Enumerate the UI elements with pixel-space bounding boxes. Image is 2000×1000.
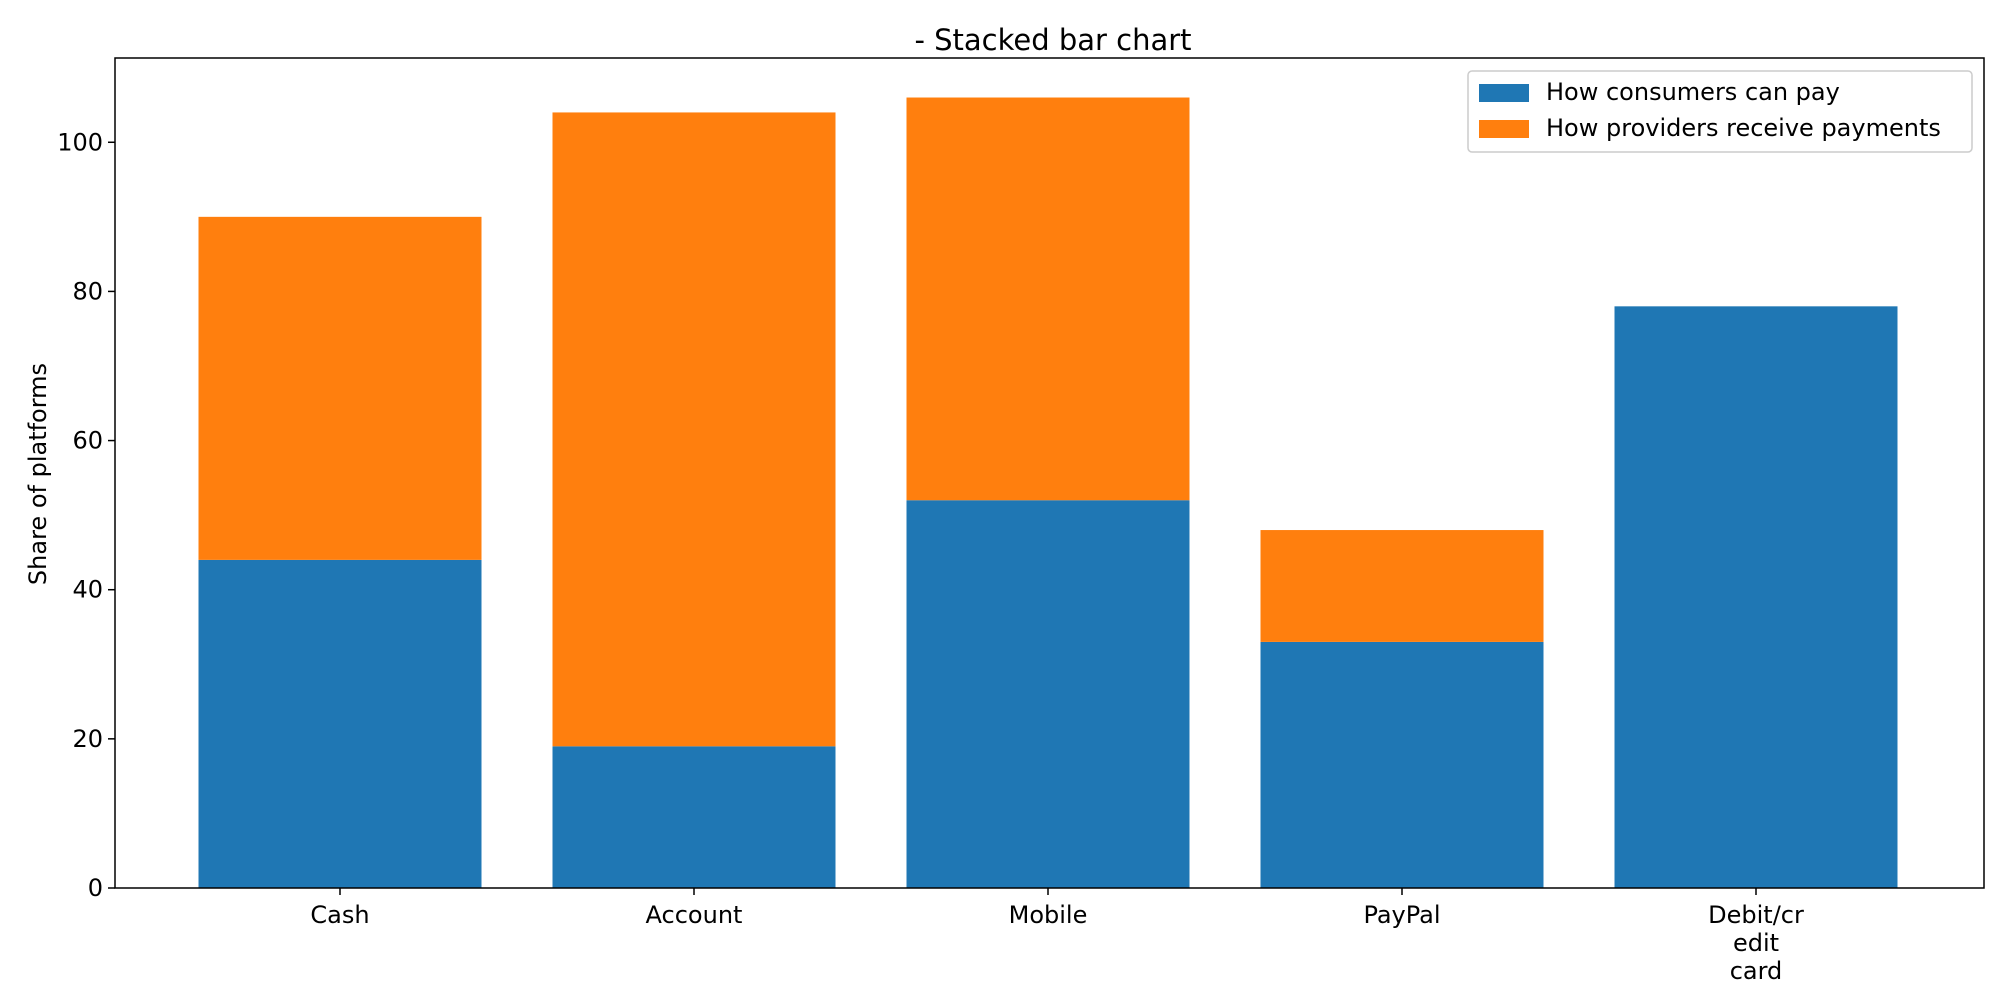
bar-series-0-3	[1260, 641, 1544, 888]
bar-series-1-3	[1260, 530, 1544, 642]
legend-swatch-1	[1479, 120, 1529, 138]
bar-series-1-1	[552, 112, 836, 747]
bar-series-0-1	[552, 746, 836, 888]
plot-frame	[114, 57, 1985, 889]
y-tick-label-0: 0	[88, 874, 103, 902]
y-tick-label-1: 20	[72, 725, 103, 753]
x-tick-label-3: PayPal	[1363, 901, 1440, 929]
chart-title: - Stacked bar chart	[914, 23, 1191, 57]
bar-series-0-2	[906, 500, 1190, 888]
x-tick-label-2: Mobile	[1009, 901, 1088, 929]
bar-series-0-0	[198, 559, 482, 888]
x-tick-label-4: Debit/cr edit card	[1708, 901, 1804, 985]
legend-swatch-0	[1479, 84, 1529, 102]
bar-series-1-2	[906, 97, 1190, 501]
legend: How consumers can pay How providers recei…	[1467, 70, 1973, 153]
x-tick-label-1: Account	[646, 901, 743, 929]
legend-label-1: How providers receive payments	[1546, 114, 1941, 142]
x-tick-label-0: Cash	[310, 901, 369, 929]
axes-layer: 0 20 40 60 80 100 Cash Account Mobile PayPal Debit…	[57, 57, 1985, 985]
y-tick-label-3: 60	[72, 427, 103, 455]
bars-layer	[198, 97, 1898, 889]
bar-series-0-4	[1614, 306, 1898, 889]
y-tick-label-5: 100	[57, 128, 103, 156]
bar-series-1-0	[198, 216, 482, 560]
y-axis-label: Share of platforms	[24, 363, 52, 585]
y-tick-label-2: 40	[72, 576, 103, 604]
legend-label-0: How consumers can pay	[1546, 78, 1840, 106]
y-tick-label-4: 80	[72, 277, 103, 305]
legend-box	[1467, 70, 1973, 153]
